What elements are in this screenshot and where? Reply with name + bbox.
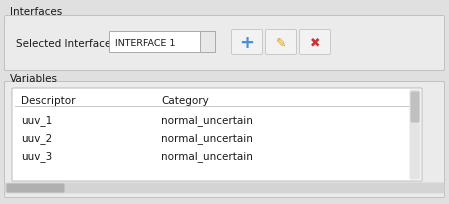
FancyBboxPatch shape: [6, 184, 65, 193]
FancyBboxPatch shape: [299, 30, 330, 55]
FancyBboxPatch shape: [201, 32, 216, 53]
Text: normal_uncertain: normal_uncertain: [161, 115, 253, 126]
Text: ▼: ▼: [205, 40, 211, 46]
FancyBboxPatch shape: [265, 30, 296, 55]
FancyBboxPatch shape: [4, 16, 445, 71]
Text: Interfaces: Interfaces: [10, 7, 62, 17]
Text: ✎: ✎: [276, 36, 286, 49]
Text: +: +: [239, 34, 255, 52]
FancyBboxPatch shape: [410, 92, 419, 123]
Text: Descriptor: Descriptor: [21, 95, 75, 105]
Text: Category: Category: [161, 95, 209, 105]
Text: ✖: ✖: [310, 36, 320, 49]
Text: normal_uncertain: normal_uncertain: [161, 133, 253, 144]
Text: uuv_3: uuv_3: [21, 151, 52, 162]
Text: INTERFACE 1: INTERFACE 1: [115, 38, 176, 47]
FancyBboxPatch shape: [4, 183, 445, 194]
FancyBboxPatch shape: [409, 90, 421, 180]
Text: Variables: Variables: [10, 74, 58, 84]
Text: Selected Interface:: Selected Interface:: [16, 39, 115, 49]
Text: uuv_2: uuv_2: [21, 133, 52, 144]
Text: normal_uncertain: normal_uncertain: [161, 151, 253, 162]
FancyBboxPatch shape: [4, 82, 445, 197]
Text: uuv_1: uuv_1: [21, 115, 52, 126]
FancyBboxPatch shape: [110, 32, 216, 53]
FancyBboxPatch shape: [12, 89, 422, 181]
FancyBboxPatch shape: [232, 30, 263, 55]
